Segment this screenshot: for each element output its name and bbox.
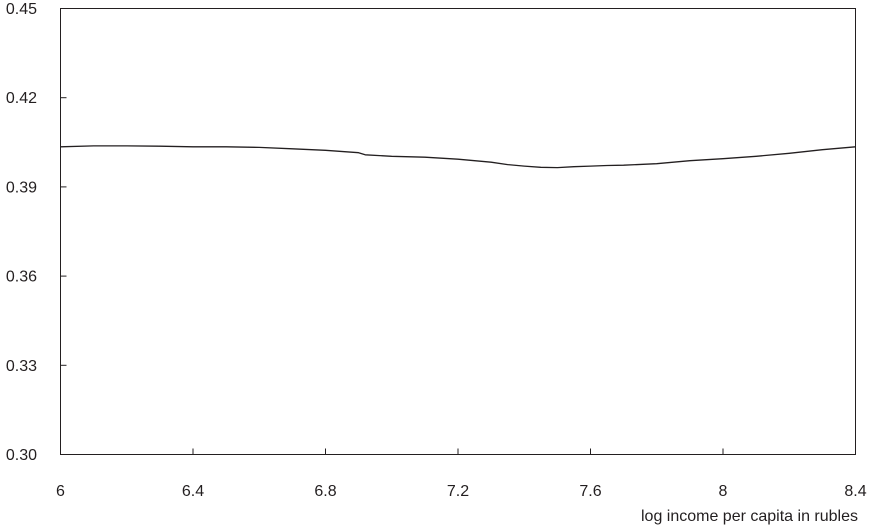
plot-frame xyxy=(60,8,856,455)
x-tick-label: 6.8 xyxy=(314,483,336,500)
y-tick-label: 0.42 xyxy=(6,90,37,107)
x-axis-ticks: 6 6.4 6.8 7.2 7.6 8 8.4 xyxy=(56,448,867,500)
y-tick-label: 0.36 xyxy=(6,269,37,286)
x-tick-label: 7.6 xyxy=(579,483,601,500)
series-line xyxy=(60,145,856,169)
x-axis-title: log income per capita in rubles xyxy=(641,508,858,525)
x-tick-label: 6 xyxy=(56,483,65,500)
y-tick-label: 0.33 xyxy=(6,358,37,375)
x-tick-label: 8.4 xyxy=(844,483,866,500)
y-tick-label: 0.45 xyxy=(6,1,37,18)
y-tick-label: 0.39 xyxy=(6,179,37,196)
y-tick-label: 0.30 xyxy=(6,447,37,464)
x-tick-label: 6.4 xyxy=(182,483,204,500)
x-tick-label: 8 xyxy=(719,483,728,500)
x-tick-label: 7.2 xyxy=(447,483,469,500)
y-axis-ticks: 0.30 0.33 0.36 0.39 0.42 0.45 xyxy=(6,1,67,464)
